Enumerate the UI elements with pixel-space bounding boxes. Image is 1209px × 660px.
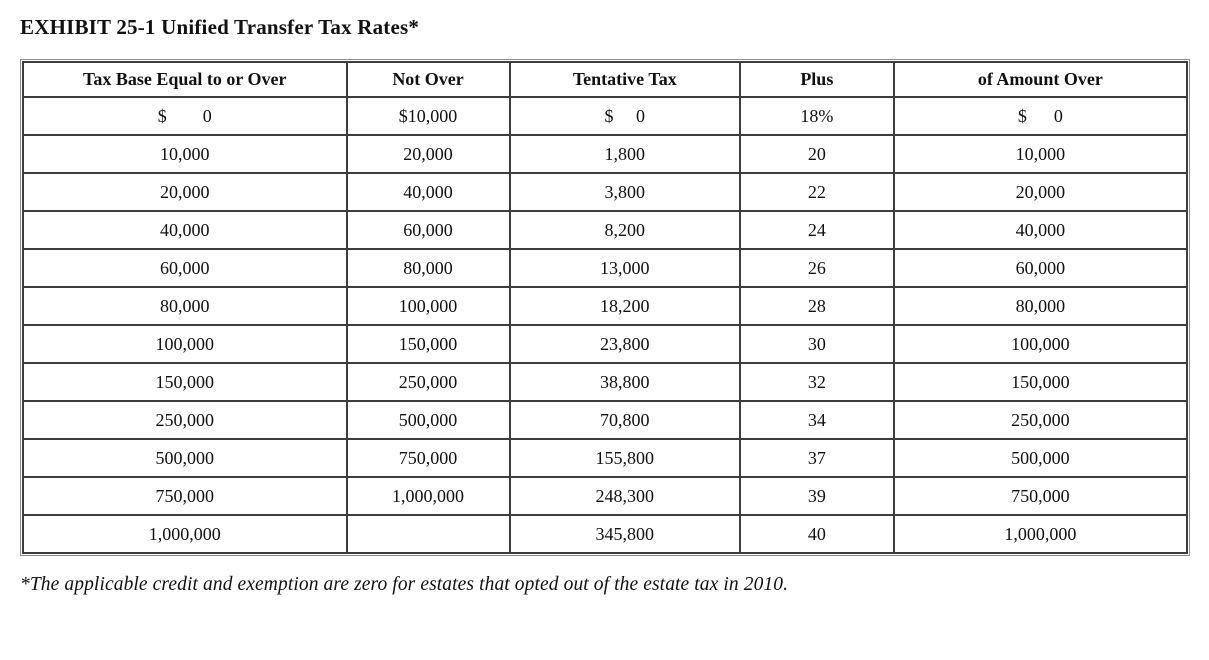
- table-cell: 34: [739, 400, 895, 440]
- table-cell: 10,000: [22, 134, 348, 174]
- column-header-tentative-tax: Tentative Tax: [508, 61, 742, 98]
- table-row: 750,000 1,000,000 248,300 39 750,000: [22, 476, 1189, 516]
- table-cell: 70,800: [508, 400, 742, 440]
- table-cell: 250,000: [892, 400, 1189, 440]
- table-cell: 3,800: [508, 172, 742, 212]
- table-cell: 80,000: [22, 286, 348, 326]
- table-cell: 20,000: [892, 172, 1189, 212]
- table-cell: 1,000,000: [892, 514, 1189, 554]
- table-cell: 1,000,000: [345, 476, 511, 516]
- table-row: 500,000 750,000 155,800 37 500,000: [22, 438, 1189, 478]
- table-row: 40,000 60,000 8,200 24 40,000: [22, 210, 1189, 250]
- table-cell: 500,000: [345, 400, 511, 440]
- table-cell: 39: [739, 476, 895, 516]
- table-cell: 345,800: [508, 514, 742, 554]
- table-row: 250,000 500,000 70,800 34 250,000: [22, 400, 1189, 440]
- table-cell: 40,000: [345, 172, 511, 212]
- table-cell: 24: [739, 210, 895, 250]
- table-cell: 60,000: [892, 248, 1189, 288]
- table-cell: 750,000: [345, 438, 511, 478]
- table-cell: 155,800: [508, 438, 742, 478]
- table-row: 20,000 40,000 3,800 22 20,000: [22, 172, 1189, 212]
- table-row: 1,000,000 345,800 40 1,000,000: [22, 514, 1189, 554]
- table-cell: 750,000: [22, 476, 348, 516]
- table-cell: 100,000: [892, 324, 1189, 364]
- table-cell: 13,000: [508, 248, 742, 288]
- table-cell: 28: [739, 286, 895, 326]
- table-cell: 30: [739, 324, 895, 364]
- table-cell: 18%: [739, 96, 895, 136]
- table-cell: $ 0: [508, 96, 742, 136]
- table-cell: $ 0: [22, 96, 348, 136]
- table-cell: 500,000: [892, 438, 1189, 478]
- table-cell: [345, 514, 511, 554]
- table-cell: 20: [739, 134, 895, 174]
- table-cell: 8,200: [508, 210, 742, 250]
- table-cell: 40,000: [22, 210, 348, 250]
- table-cell: 60,000: [345, 210, 511, 250]
- table-body: $ 0 $10,000 $ 0 18% $ 0 10,000 20,000 1,800 20 10…: [22, 96, 1189, 554]
- table-cell: 20,000: [22, 172, 348, 212]
- table-cell: 38,800: [508, 362, 742, 402]
- table-row: $ 0 $10,000 $ 0 18% $ 0: [22, 96, 1189, 136]
- table-cell: 26: [739, 248, 895, 288]
- column-header-tax-base: Tax Base Equal to or Over: [22, 61, 348, 98]
- table-row: 150,000 250,000 38,800 32 150,000: [22, 362, 1189, 402]
- table-cell: 150,000: [345, 324, 511, 364]
- table-cell: 100,000: [345, 286, 511, 326]
- table-cell: 10,000: [892, 134, 1189, 174]
- table-row: 60,000 80,000 13,000 26 60,000: [22, 248, 1189, 288]
- table-row: 80,000 100,000 18,200 28 80,000: [22, 286, 1189, 326]
- table-cell: 250,000: [345, 362, 511, 402]
- table-cell: 32: [739, 362, 895, 402]
- table-cell: 40,000: [892, 210, 1189, 250]
- table-cell: 20,000: [345, 134, 511, 174]
- table-cell: 1,000,000: [22, 514, 348, 554]
- table-cell: $10,000: [345, 96, 511, 136]
- table-cell: 100,000: [22, 324, 348, 364]
- table-header-row: Tax Base Equal to or Over Not Over Tentati…: [22, 61, 1189, 98]
- table-cell: 22: [739, 172, 895, 212]
- table-cell: 500,000: [22, 438, 348, 478]
- table-cell: 150,000: [892, 362, 1189, 402]
- table-row: 10,000 20,000 1,800 20 10,000: [22, 134, 1189, 174]
- table-cell: 60,000: [22, 248, 348, 288]
- table-cell: 37: [739, 438, 895, 478]
- table-cell: 1,800: [508, 134, 742, 174]
- table-cell: 250,000: [22, 400, 348, 440]
- table-row: Tax Base Equal to or Over Not Over Tentati…: [22, 61, 1189, 98]
- column-header-plus: Plus: [739, 61, 895, 98]
- table-cell: 80,000: [345, 248, 511, 288]
- table-cell: 80,000: [892, 286, 1189, 326]
- table-cell: 18,200: [508, 286, 742, 326]
- table-cell: 248,300: [508, 476, 742, 516]
- column-header-of-amount-over: of Amount Over: [892, 61, 1189, 98]
- table-cell: 23,800: [508, 324, 742, 364]
- exhibit-title: EXHIBIT 25-1 Unified Transfer Tax Rates*: [20, 15, 420, 39]
- table-cell: 750,000: [892, 476, 1189, 516]
- table-row: 100,000 150,000 23,800 30 100,000: [22, 324, 1189, 364]
- footnote: *The applicable credit and exemption are…: [20, 574, 789, 595]
- table-cell: $ 0: [892, 96, 1189, 136]
- table-cell: 150,000: [22, 362, 348, 402]
- table-cell: 40: [739, 514, 895, 554]
- tax-rate-table-frame: Tax Base Equal to or Over Not Over Tentati…: [20, 59, 1190, 556]
- unified-transfer-tax-rates-table: Tax Base Equal to or Over Not Over Tentati…: [22, 61, 1189, 554]
- column-header-not-over: Not Over: [345, 61, 511, 98]
